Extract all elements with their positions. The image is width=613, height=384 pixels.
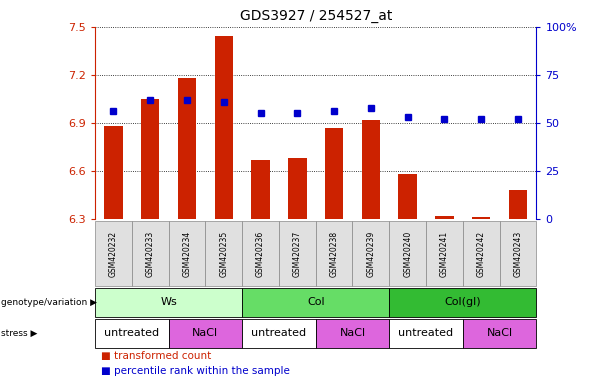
Bar [325, 127, 343, 219]
Text: GSM420237: GSM420237 [293, 230, 302, 276]
Text: NaCl: NaCl [487, 328, 512, 338]
Text: GSM420242: GSM420242 [477, 230, 485, 276]
Text: Col: Col [307, 297, 324, 308]
Text: GSM420235: GSM420235 [219, 230, 228, 276]
Bar [472, 217, 490, 219]
Bar [288, 158, 306, 219]
Bar [178, 78, 196, 219]
Text: untreated: untreated [398, 328, 454, 338]
Bar [509, 190, 527, 219]
Text: ■ transformed count: ■ transformed count [101, 351, 211, 361]
Text: Col(gl): Col(gl) [444, 297, 481, 308]
Text: GSM420240: GSM420240 [403, 230, 412, 276]
Text: GSM420232: GSM420232 [109, 230, 118, 276]
Bar [215, 36, 233, 219]
Bar [104, 126, 123, 219]
Text: NaCl: NaCl [340, 328, 365, 338]
Bar [251, 160, 270, 219]
Title: GDS3927 / 254527_at: GDS3927 / 254527_at [240, 9, 392, 23]
Text: untreated: untreated [104, 328, 159, 338]
Text: GSM420233: GSM420233 [146, 230, 154, 276]
Bar [362, 120, 380, 219]
Bar [398, 174, 417, 219]
Text: NaCl: NaCl [192, 328, 218, 338]
Text: GSM420236: GSM420236 [256, 230, 265, 276]
Text: GSM420238: GSM420238 [330, 230, 338, 276]
Text: GSM420241: GSM420241 [440, 230, 449, 276]
Text: ■ percentile rank within the sample: ■ percentile rank within the sample [101, 366, 290, 376]
Text: genotype/variation ▶: genotype/variation ▶ [1, 298, 97, 307]
Bar [435, 216, 454, 219]
Text: GSM420239: GSM420239 [367, 230, 375, 276]
Bar [141, 99, 159, 219]
Text: Ws: Ws [160, 297, 177, 308]
Text: GSM420234: GSM420234 [183, 230, 191, 276]
Text: GSM420243: GSM420243 [514, 230, 522, 276]
Text: stress ▶: stress ▶ [1, 329, 37, 338]
Text: untreated: untreated [251, 328, 306, 338]
